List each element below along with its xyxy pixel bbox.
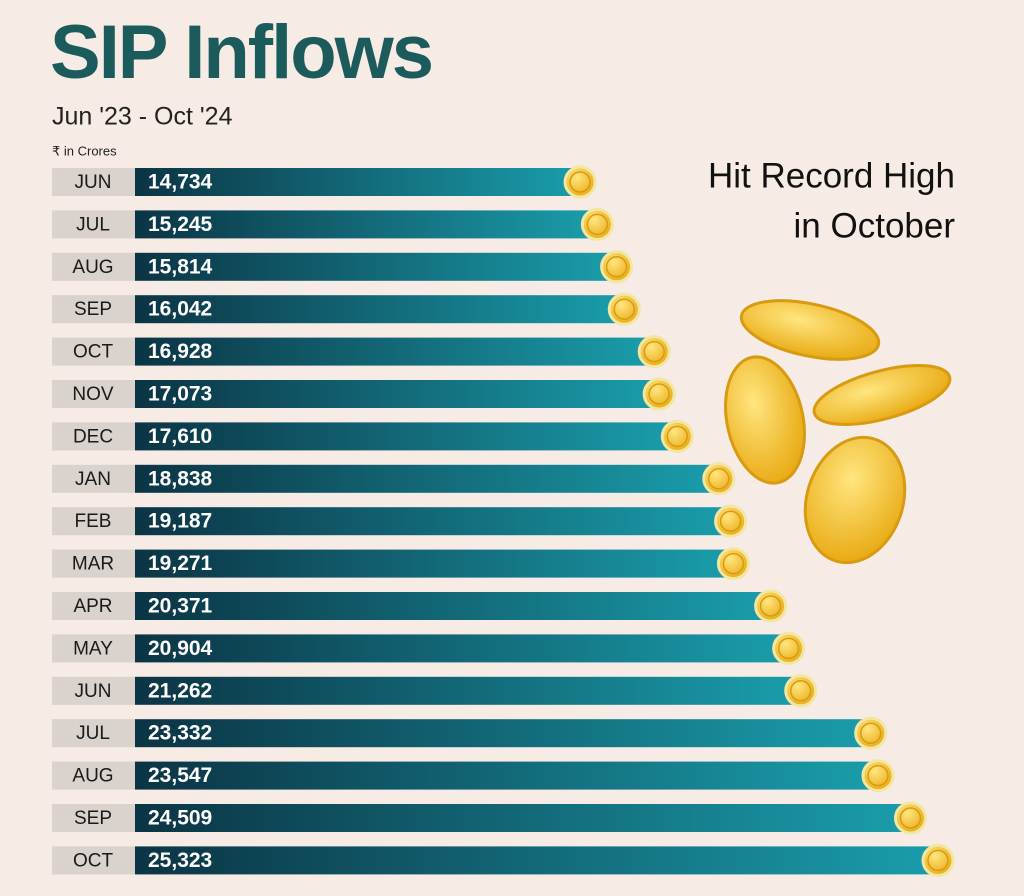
coin-inner xyxy=(867,764,889,787)
category-label: JUL xyxy=(76,214,110,235)
value-label: 20,371 xyxy=(148,595,213,618)
bar xyxy=(135,168,581,196)
value-label: 17,610 xyxy=(148,425,212,448)
category-box xyxy=(52,337,135,366)
category-label: AUG xyxy=(72,257,113,278)
category-box xyxy=(52,676,135,705)
category-box xyxy=(52,422,135,451)
coin-inner xyxy=(719,510,742,532)
bar xyxy=(135,804,911,832)
value-label: 19,271 xyxy=(148,552,213,575)
value-label: 24,509 xyxy=(148,807,212,830)
category-box xyxy=(52,210,135,239)
value-label: 23,332 xyxy=(148,722,212,745)
value-label: 14,734 xyxy=(148,171,213,194)
bar xyxy=(135,252,617,281)
category-label: FEB xyxy=(75,511,112,532)
coin-inner xyxy=(586,213,609,236)
category-box xyxy=(52,761,135,790)
bar xyxy=(135,846,938,875)
coin-inner xyxy=(643,340,665,363)
coin-inner xyxy=(789,680,812,702)
category-label: OCT xyxy=(73,342,114,363)
category-label: JUN xyxy=(75,172,112,193)
value-label: 20,904 xyxy=(148,637,213,660)
category-box xyxy=(52,168,135,196)
category-box xyxy=(52,634,135,663)
coin-inner xyxy=(605,256,628,278)
category-box xyxy=(52,846,135,875)
value-label: 25,323 xyxy=(148,849,212,872)
value-label: 15,814 xyxy=(148,255,213,278)
coin-inner xyxy=(759,595,782,617)
category-box xyxy=(52,804,135,832)
coin-inner xyxy=(569,171,591,193)
value-label: 18,838 xyxy=(148,467,213,490)
bar xyxy=(135,676,801,705)
coin-inner xyxy=(927,849,949,872)
bar xyxy=(135,337,655,366)
bar xyxy=(135,549,734,578)
category-box xyxy=(52,592,135,620)
bar xyxy=(135,507,731,536)
coin-inner xyxy=(666,425,689,448)
category-label: JUL xyxy=(76,723,110,744)
value-label: 15,245 xyxy=(148,213,213,236)
category-box xyxy=(52,380,135,408)
category-box xyxy=(52,549,135,578)
bar xyxy=(135,634,789,663)
bar xyxy=(135,210,598,239)
category-box xyxy=(52,252,135,281)
value-label: 16,042 xyxy=(148,298,212,321)
value-label: 19,187 xyxy=(148,510,212,533)
coin-inner xyxy=(708,468,730,490)
bar xyxy=(135,380,660,408)
category-label: JUN xyxy=(75,681,112,702)
category-label: MAR xyxy=(72,554,114,575)
category-label: NOV xyxy=(72,384,114,405)
category-label: JAN xyxy=(75,469,111,490)
category-label: OCT xyxy=(73,850,114,871)
category-label: AUG xyxy=(72,766,113,787)
bar xyxy=(135,295,625,324)
value-label: 16,928 xyxy=(148,340,213,363)
category-label: DEC xyxy=(73,426,113,447)
chart-subtitle: Jun '23 - Oct '24 xyxy=(52,103,233,131)
unit-note: ₹ in Crores xyxy=(52,143,117,158)
category-box xyxy=(52,464,135,493)
value-label: 17,073 xyxy=(148,383,212,406)
bar xyxy=(135,422,678,451)
category-box xyxy=(52,295,135,324)
coin-inner xyxy=(859,722,882,744)
category-label: SEP xyxy=(74,808,112,829)
category-label: MAY xyxy=(73,638,113,659)
bar xyxy=(135,592,771,620)
value-label: 23,547 xyxy=(148,764,212,787)
bar xyxy=(135,464,719,493)
coin-inner xyxy=(613,298,636,320)
annotation: in October xyxy=(794,206,956,245)
category-label: APR xyxy=(73,596,112,617)
coin-decoration xyxy=(724,299,952,565)
value-label: 21,262 xyxy=(148,679,212,702)
bar xyxy=(135,761,878,790)
coin-inner xyxy=(899,807,922,829)
category-box xyxy=(52,719,135,748)
coin-inner xyxy=(777,637,800,660)
coin-inner xyxy=(722,552,745,575)
category-box xyxy=(52,507,135,536)
coin-inner xyxy=(648,383,670,405)
annotation: Hit Record High xyxy=(708,156,955,195)
bar xyxy=(135,719,871,748)
category-label: SEP xyxy=(74,299,112,320)
chart-title: SIP Inflows xyxy=(50,10,432,95)
